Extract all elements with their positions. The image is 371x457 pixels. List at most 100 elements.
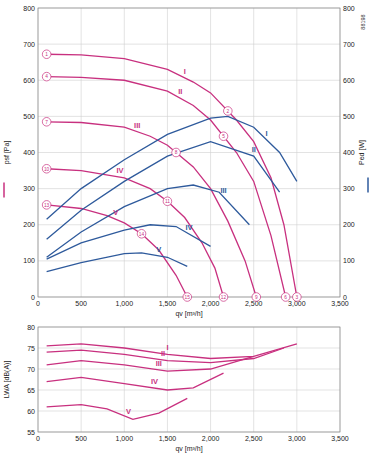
operating-point-label: 12 (221, 295, 227, 300)
series-label: II (178, 87, 182, 96)
data-area (47, 54, 297, 297)
series-label: I (166, 343, 168, 352)
series-line (47, 398, 188, 419)
series-label: V (113, 208, 118, 217)
series-label: II (252, 145, 256, 154)
y-tick-label: 200 (23, 221, 35, 228)
y-grid (38, 260, 340, 261)
operating-point (183, 293, 192, 302)
y-grid (38, 44, 340, 45)
subtitle: 88198 (360, 14, 366, 29)
y2-tick-label: 500 (343, 113, 355, 120)
operating-point-label: 11 (165, 199, 170, 204)
x-tick-label: 0 (36, 300, 40, 307)
series-line (47, 169, 224, 297)
series-label: V (156, 245, 161, 254)
y-grid (38, 152, 340, 153)
y-tick-label: 600 (23, 77, 35, 84)
x-axis-label: qv [m³/h] (175, 445, 202, 453)
labels: IIIIIIIVV (126, 343, 168, 415)
operating-point (163, 197, 172, 206)
y-axis-label: LWA [dB(A)] (3, 361, 11, 399)
operating-point (42, 117, 51, 126)
figure: 05001,0001,5002,0002,5003,0003,500010020… (0, 0, 371, 457)
y2-tick-label: 100 (343, 257, 355, 264)
y-tick-label: 100 (23, 257, 35, 264)
y-grid (38, 411, 340, 412)
operating-point-label: 9 (255, 295, 258, 300)
x-tick-label: 3,500 (331, 435, 349, 442)
y2-axis-key (367, 178, 369, 193)
series-line (47, 373, 224, 390)
operating-point (219, 132, 228, 141)
operating-point-label: 3 (296, 295, 299, 300)
y-axis-label: psf [Pa] (3, 141, 11, 165)
chart-1: 05001,0001,5002,0002,5003,0003,500556065… (3, 324, 349, 454)
y-tick-label: 800 (23, 5, 35, 12)
labels: IIIIIIIVVIIIIIIIVV123456789101112131415 (42, 50, 301, 301)
x-tick-label: 2,000 (202, 435, 220, 442)
operating-point-label: 15 (185, 295, 191, 300)
y-grid (38, 369, 340, 370)
operating-point-label: 14 (139, 232, 145, 237)
y-tick-label: 65 (27, 387, 35, 394)
y-tick-label: 75 (27, 345, 35, 352)
x-axis-label: qv [m³/h] (175, 310, 202, 318)
operating-point (293, 293, 302, 302)
series-line (47, 356, 254, 371)
series-label: III (134, 121, 140, 130)
operating-point-label: 2 (226, 109, 229, 114)
operating-point (252, 293, 261, 302)
operating-point (137, 229, 146, 238)
y-tick-label: 60 (27, 408, 35, 415)
operating-point-label: 5 (222, 134, 225, 139)
x-grid (253, 327, 254, 432)
y-tick-label: 300 (23, 185, 35, 192)
x-tick-label: 1,000 (116, 300, 134, 307)
x-tick-label: 3,000 (288, 435, 306, 442)
operating-point-label: 6 (284, 295, 287, 300)
series-line (47, 54, 297, 297)
operating-point (42, 164, 51, 173)
operating-point (42, 50, 51, 59)
y-tick-label: 700 (23, 41, 35, 48)
y-grid (38, 390, 340, 391)
series-label: I (184, 67, 186, 76)
operating-point (281, 293, 290, 302)
y-tick-label: 0 (31, 294, 35, 301)
x-tick-label: 3,500 (331, 300, 349, 307)
x-tick-label: 2,500 (245, 435, 263, 442)
y2-tick-label: 400 (343, 149, 355, 156)
y2-tick-label: 200 (343, 221, 355, 228)
series-label: IV (116, 166, 123, 175)
x-tick-label: 2,500 (245, 300, 263, 307)
x-tick-label: 1,000 (116, 435, 134, 442)
operating-point-label: 1 (45, 52, 48, 57)
y2-tick-label: 800 (343, 5, 355, 12)
chart-0: 05001,0001,5002,0002,5003,0003,500010020… (3, 5, 368, 319)
series-line (47, 205, 188, 297)
operating-point-label: 7 (45, 120, 48, 125)
operating-point-label: 4 (45, 74, 48, 79)
series-line (47, 77, 286, 297)
operating-point (42, 201, 51, 210)
plot-frame (38, 8, 340, 297)
y2-tick-label: 600 (343, 77, 355, 84)
y2-axis-label: Ped [W] (358, 140, 366, 165)
y-grid (38, 116, 340, 117)
series-line (47, 253, 188, 272)
series-line (47, 122, 257, 297)
y-tick-label: 80 (27, 324, 35, 331)
x-tick-label: 2,000 (202, 300, 220, 307)
series-label: III (156, 359, 162, 368)
series-label: II (161, 349, 165, 358)
operating-point (42, 72, 51, 81)
series-label: IV (151, 377, 158, 386)
series-label: III (220, 186, 226, 195)
x-grid (81, 327, 82, 432)
y2-tick-label: 300 (343, 185, 355, 192)
operating-point (224, 107, 233, 116)
series-label: IV (185, 223, 192, 232)
operating-point-label: 10 (44, 167, 50, 172)
y-tick-label: 70 (27, 366, 35, 373)
